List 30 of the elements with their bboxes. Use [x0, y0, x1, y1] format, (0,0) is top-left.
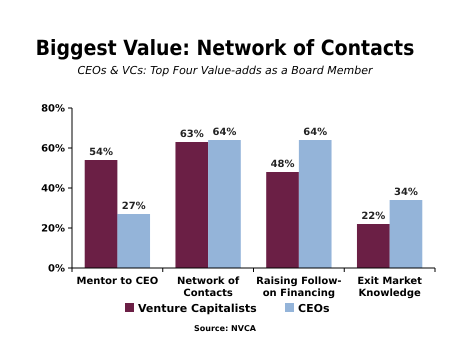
source-note: Source: NVCA: [194, 324, 257, 333]
data-label: 48%: [270, 159, 295, 170]
x-tick-label: Network of Contacts: [176, 276, 240, 299]
legend-label: CEOs: [298, 302, 330, 315]
data-label: 22%: [361, 211, 386, 222]
x-tick-label: Mentor to CEO: [76, 276, 158, 287]
data-label: 34%: [394, 187, 418, 198]
bar: [298, 140, 332, 268]
data-label: 64%: [303, 127, 328, 138]
data-label: 54%: [89, 147, 114, 158]
bar: [175, 142, 208, 268]
y-tick-label: 0%: [48, 264, 65, 274]
bar: [266, 172, 299, 268]
chart-title: Biggest Value: Network of Contacts: [36, 35, 414, 60]
y-tick-label: 80%: [41, 104, 65, 114]
data-label: 64%: [212, 127, 236, 138]
bar: [208, 140, 241, 268]
y-tick-label: 60%: [41, 144, 65, 154]
x-tick-label: Exit Market Knowledge: [357, 276, 422, 299]
y-tick-label: 40%: [41, 184, 65, 194]
legend-label: Venture Capitalists: [138, 302, 258, 315]
bar: [117, 214, 150, 268]
bar: [356, 224, 390, 268]
bar: [84, 160, 118, 268]
data-label: 27%: [122, 201, 146, 212]
data-label: 63%: [180, 129, 204, 140]
bar: [390, 200, 422, 268]
x-tick-label: Raising Follow- on Financing: [256, 276, 342, 299]
y-tick-label: 20%: [41, 224, 65, 234]
chart-subtitle: CEOs & VCs: Top Four Value-adds as a Board Member: [77, 64, 374, 77]
